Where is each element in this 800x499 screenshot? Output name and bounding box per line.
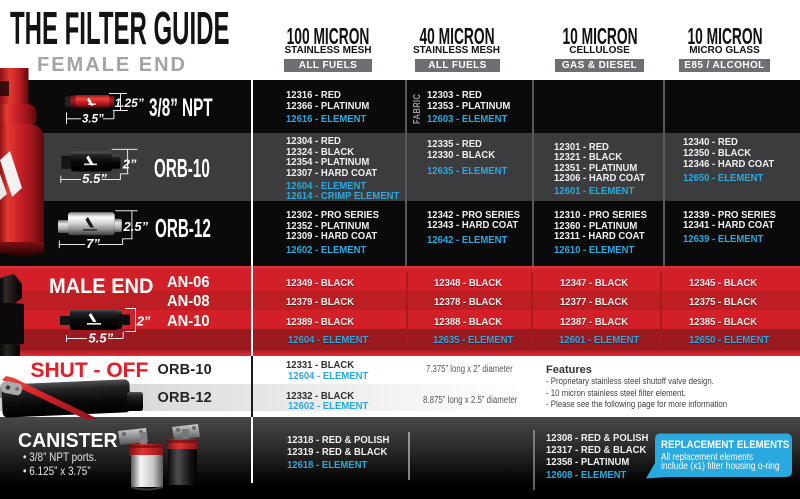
svg-text:2”: 2” — [122, 157, 137, 172]
svg-text:5.5”: 5.5” — [82, 171, 107, 186]
svg-text:7”: 7” — [86, 236, 100, 251]
svg-text:1.25”: 1.25” — [115, 96, 144, 110]
svg-text:2.5”: 2.5” — [123, 219, 149, 234]
svg-text:2”: 2” — [136, 314, 151, 329]
svg-text:3.5”: 3.5” — [82, 114, 104, 126]
svg-text:5.5”: 5.5” — [89, 331, 114, 346]
